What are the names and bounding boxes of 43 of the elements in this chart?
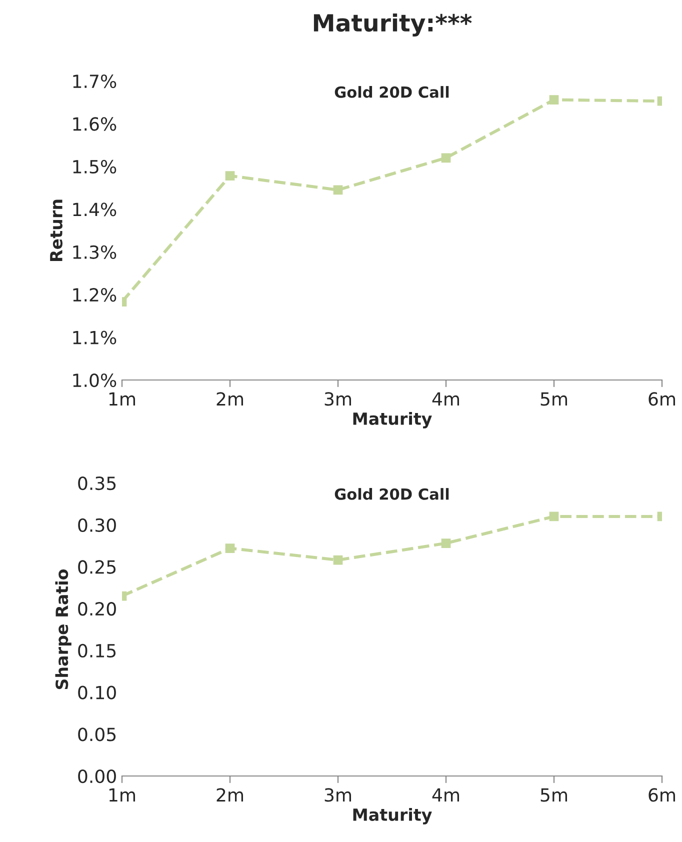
y-tick-label: 1.6% (73, 117, 116, 131)
x-tick-label: 2m (216, 392, 244, 406)
point (225, 171, 235, 181)
x-axis-title: Maturity (353, 412, 432, 428)
point (441, 153, 451, 163)
x-tick-label: 2m (216, 788, 244, 802)
point (333, 555, 343, 565)
x-tick-label: 1m (109, 392, 136, 406)
point (225, 544, 235, 553)
chart-subtitle: Gold 20D Call (334, 86, 449, 98)
x-tick-label: 4m (432, 392, 460, 406)
y-tick-label: 0.00 (78, 769, 116, 784)
y-tick-label: 0.30 (78, 518, 116, 532)
x-tick-label: 6m (648, 788, 676, 802)
y-tick-label: 0.25 (78, 560, 116, 574)
y-axis-title: Return (50, 200, 62, 261)
y-tick-label: 0.15 (78, 644, 116, 658)
y-tick-label: 1.2% (73, 288, 116, 302)
y-tick-label: 0.20 (78, 602, 116, 616)
x-tick-label: 3m (324, 788, 352, 802)
y-tick-label: 1.1% (73, 330, 116, 344)
x-tick-label: 5m (540, 788, 568, 802)
x-tick-label: 6m (648, 392, 676, 406)
x-axis-title: Maturity (353, 808, 432, 824)
x-tick-label: 5m (540, 392, 568, 406)
x-tick-label: 4m (432, 788, 460, 802)
chart-title: Gold 20D Call (334, 488, 449, 500)
point (549, 512, 559, 522)
point (549, 95, 559, 104)
x-tick-label: 1m (109, 788, 136, 802)
y-tick-label: 1.0% (73, 373, 116, 388)
y-tick-label: 0.10 (78, 686, 116, 700)
y-tick-label: 0.35 (78, 476, 116, 490)
y-tick-label: 0.05 (78, 728, 116, 742)
y-axis-title: Sharpe Ratio (55, 569, 72, 690)
point (333, 185, 343, 195)
x-tick-label: 3m (324, 392, 352, 406)
chart-title: Maturity:*** (314, 13, 472, 37)
y-tick-label: 1.3% (73, 245, 116, 259)
y-tick-label: 1.5% (73, 160, 116, 174)
point (441, 538, 451, 548)
y-tick-label: 1.4% (73, 202, 116, 216)
y-tick-label: 1.7% (73, 74, 116, 88)
